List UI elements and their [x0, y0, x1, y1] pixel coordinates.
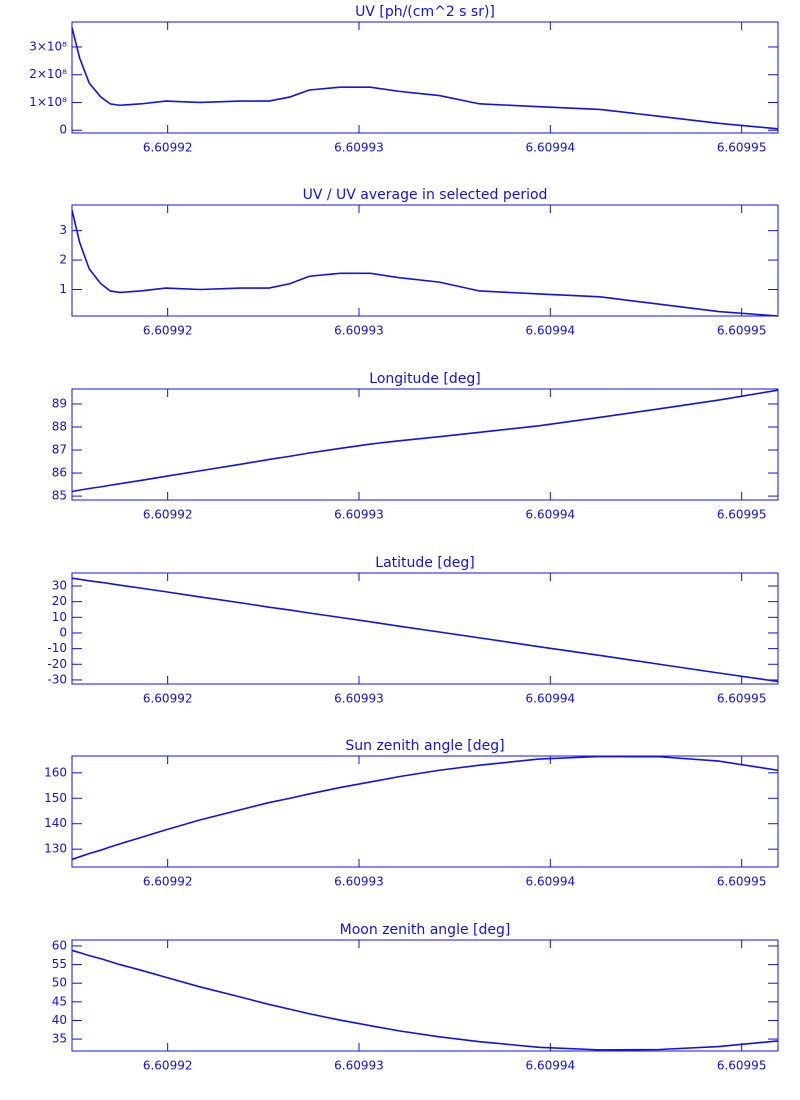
y-tick-label: -20 — [47, 657, 67, 671]
data-line — [71, 755, 779, 861]
x-tick-label: 6.60993 — [334, 324, 384, 338]
chart-title: Sun zenith angle [deg] — [345, 738, 504, 754]
y-tick-label: 55 — [52, 957, 67, 971]
plot-frame — [71, 204, 779, 317]
x-tick-label: 6.60992 — [143, 875, 193, 889]
y-tick-label: 85 — [52, 489, 67, 503]
y-tick-label: 50 — [52, 976, 67, 990]
y-tick-label: 3×10⁸ — [29, 39, 67, 53]
y-tick-label: 160 — [44, 765, 67, 779]
x-tick-label: 6.60994 — [526, 1059, 576, 1073]
data-line — [71, 389, 779, 493]
plot-frame — [71, 572, 779, 685]
chart-title: Longitude [deg] — [369, 371, 480, 387]
chart-title: UV [ph/(cm^2 s sr)] — [355, 4, 495, 20]
y-tick-label: 10 — [52, 610, 67, 624]
y-tick-label: 0 — [59, 123, 67, 137]
x-tick-label: 6.60992 — [143, 324, 193, 338]
y-tick-label: 2×10⁸ — [29, 67, 67, 81]
chart-title: Latitude [deg] — [375, 555, 474, 571]
y-tick-label: 60 — [52, 938, 67, 952]
y-tick-label: 89 — [52, 396, 67, 410]
plot-frame — [71, 21, 779, 134]
y-tick-label: 2 — [59, 253, 67, 267]
y-tick-label: 3 — [59, 223, 67, 237]
y-tick-label: -10 — [47, 641, 67, 655]
y-tick-label: 40 — [52, 1013, 67, 1027]
y-tick-label: -30 — [47, 672, 67, 686]
y-tick-label: 30 — [52, 578, 67, 592]
chart-title: Moon zenith angle [deg] — [340, 922, 511, 938]
data-line — [71, 209, 779, 317]
plot-frame — [71, 755, 779, 868]
x-tick-label: 6.60994 — [526, 875, 576, 889]
x-tick-label: 6.60993 — [334, 141, 384, 155]
x-tick-label: 6.60994 — [526, 508, 576, 522]
data-line — [71, 949, 779, 1051]
y-tick-label: 0 — [59, 625, 67, 639]
x-tick-label: 6.60994 — [526, 692, 576, 706]
chart-title: UV / UV average in selected period — [303, 187, 548, 203]
x-tick-label: 6.60993 — [334, 1059, 384, 1073]
x-tick-label: 6.60993 — [334, 508, 384, 522]
x-tick-label: 6.60992 — [143, 141, 193, 155]
plot-frame — [71, 388, 779, 501]
x-tick-label: 6.60992 — [143, 692, 193, 706]
plot-frame — [71, 939, 779, 1052]
x-tick-label: 6.60995 — [717, 141, 767, 155]
x-tick-label: 6.60995 — [717, 875, 767, 889]
x-tick-label: 6.60995 — [717, 692, 767, 706]
x-tick-label: 6.60992 — [143, 1059, 193, 1073]
y-tick-label: 140 — [44, 816, 67, 830]
x-tick-label: 6.60993 — [334, 692, 384, 706]
x-tick-label: 6.60994 — [526, 141, 576, 155]
x-tick-label: 6.60993 — [334, 875, 384, 889]
y-tick-label: 20 — [52, 594, 67, 608]
x-tick-label: 6.60992 — [143, 508, 193, 522]
x-tick-label: 6.60995 — [717, 324, 767, 338]
y-tick-label: 86 — [52, 466, 67, 480]
y-tick-label: 35 — [52, 1032, 67, 1046]
y-tick-label: 130 — [44, 842, 67, 856]
x-tick-label: 6.60994 — [526, 324, 576, 338]
x-tick-label: 6.60995 — [717, 1059, 767, 1073]
y-tick-label: 1 — [59, 282, 67, 296]
x-tick-label: 6.60995 — [717, 508, 767, 522]
data-line — [71, 577, 779, 683]
data-line — [71, 27, 779, 130]
y-tick-label: 45 — [52, 994, 67, 1008]
y-tick-label: 1×10⁸ — [29, 95, 67, 109]
y-tick-label: 87 — [52, 443, 67, 457]
y-tick-label: 150 — [44, 791, 67, 805]
y-tick-label: 88 — [52, 419, 67, 433]
